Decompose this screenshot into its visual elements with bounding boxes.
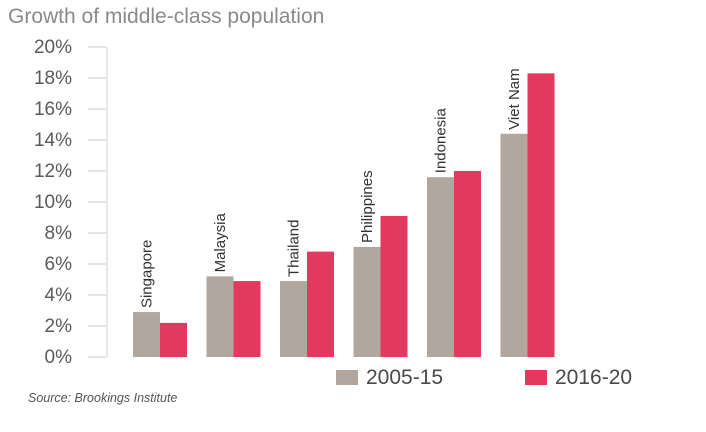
category-label: Malaysia [212, 213, 229, 273]
y-tick-label: 4% [45, 285, 73, 306]
y-tick-label: 6% [45, 254, 73, 275]
category-label: Thailand [286, 220, 303, 278]
y-tick-label: 14% [34, 130, 72, 151]
legend-swatch [525, 370, 547, 385]
y-tick-label: 16% [34, 99, 72, 120]
bar-malaysia-2005-15 [206, 276, 234, 357]
y-axis: 0% 2% 4% 6% 8% 10% 12% 14% 16% 18% 20% [34, 37, 108, 368]
chart-title: Growth of middle-class population [8, 5, 324, 28]
y-tick-label: 8% [45, 223, 73, 244]
bars-group [133, 73, 555, 357]
legend-label: 2005-15 [366, 366, 443, 389]
legend: 2005-15 2016-20 [336, 366, 632, 389]
y-tick-label: 0% [45, 347, 73, 368]
legend-swatch [336, 370, 358, 385]
bar-indonesia-2016-20 [454, 171, 481, 357]
category-label: Viet Nam [506, 68, 523, 129]
bar-thailand-2005-15 [280, 281, 307, 357]
legend-label: 2016-20 [555, 366, 632, 389]
bar-singapore-2005-15 [133, 312, 160, 357]
bar-thailand-2016-20 [307, 251, 334, 357]
y-tick-label: 2% [45, 316, 73, 337]
bar-viet-nam-2005-15 [500, 133, 528, 357]
y-tick-label: 20% [34, 37, 72, 58]
bar-viet-nam-2016-20 [527, 73, 555, 357]
category-label: Singapore [139, 240, 156, 308]
category-labels: Singapore Malaysia Thailand Philippines Indo… [139, 68, 524, 308]
bar-malaysia-2016-20 [233, 281, 261, 357]
y-tick-label: 18% [34, 68, 72, 89]
y-tick-label: 12% [34, 161, 72, 182]
bar-singapore-2016-20 [160, 322, 187, 357]
y-tick-label: 10% [34, 192, 72, 213]
category-label: Philippines [359, 170, 376, 243]
source-note: Source: Brookings Institute [28, 391, 177, 405]
bar-philippines-2005-15 [353, 246, 381, 357]
bar-indonesia-2005-15 [427, 177, 454, 357]
bar-philippines-2016-20 [380, 215, 408, 357]
category-label: Indonesia [433, 107, 450, 173]
